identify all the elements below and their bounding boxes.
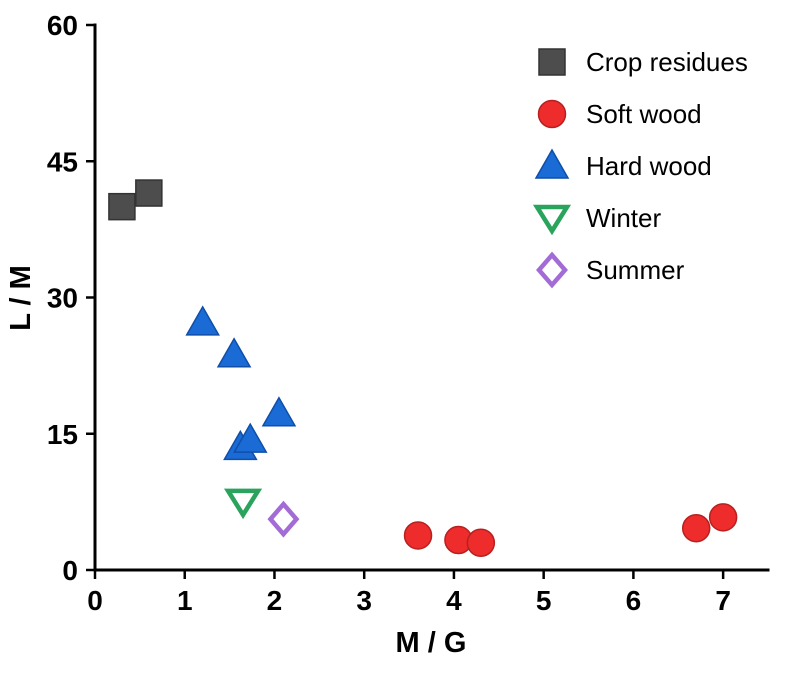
legend-label-winter: Winter bbox=[586, 203, 661, 233]
x-tick-label: 0 bbox=[87, 585, 103, 616]
legend: Crop residues Soft wood Hard wood Winter Sum… bbox=[532, 47, 748, 289]
legend-marker-winter bbox=[532, 204, 572, 236]
y-tick-label: 45 bbox=[47, 146, 78, 177]
data-point bbox=[261, 396, 297, 427]
x-tick-label: 5 bbox=[536, 585, 552, 616]
data-point bbox=[224, 488, 263, 520]
data-point bbox=[466, 528, 496, 557]
y-tick-label: 60 bbox=[47, 10, 78, 41]
legend-marker-hard-wood bbox=[534, 148, 570, 179]
x-axis-title: M / G bbox=[396, 627, 467, 659]
series-soft-wood bbox=[403, 503, 738, 557]
data-point bbox=[232, 422, 268, 453]
data-point bbox=[267, 500, 300, 538]
data-point bbox=[708, 503, 738, 532]
y-tick-label: 30 bbox=[47, 283, 78, 314]
legend-marker-crop-residues bbox=[538, 48, 566, 76]
series-crop-residues bbox=[108, 179, 163, 221]
data-point bbox=[681, 513, 711, 543]
series-hard-wood bbox=[185, 305, 297, 461]
x-tick-label: 6 bbox=[626, 585, 642, 616]
y-tick-label: 0 bbox=[62, 555, 78, 586]
legend-label-soft-wood: Soft wood bbox=[586, 99, 702, 129]
legend-label-hard-wood: Hard wood bbox=[586, 151, 712, 181]
x-tick-label: 4 bbox=[446, 585, 462, 616]
x-tick-label: 7 bbox=[715, 585, 731, 616]
data-point bbox=[216, 337, 252, 368]
data-point bbox=[403, 521, 433, 550]
y-tick-label: 15 bbox=[47, 419, 78, 450]
legend-marker-summer bbox=[536, 251, 568, 289]
legend-label-summer: Summer bbox=[586, 255, 685, 285]
series-winter bbox=[224, 488, 263, 520]
data-point bbox=[135, 179, 163, 207]
x-tick-label: 3 bbox=[356, 585, 372, 616]
data-point bbox=[108, 192, 136, 221]
x-tick-label: 1 bbox=[177, 585, 193, 616]
x-tick-label: 2 bbox=[267, 585, 283, 616]
series-summer bbox=[267, 500, 300, 538]
legend-marker-soft-wood bbox=[537, 99, 567, 129]
data-point bbox=[185, 305, 220, 336]
y-axis-title: L / M bbox=[5, 265, 37, 331]
legend-label-crop-residues: Crop residues bbox=[586, 47, 748, 77]
